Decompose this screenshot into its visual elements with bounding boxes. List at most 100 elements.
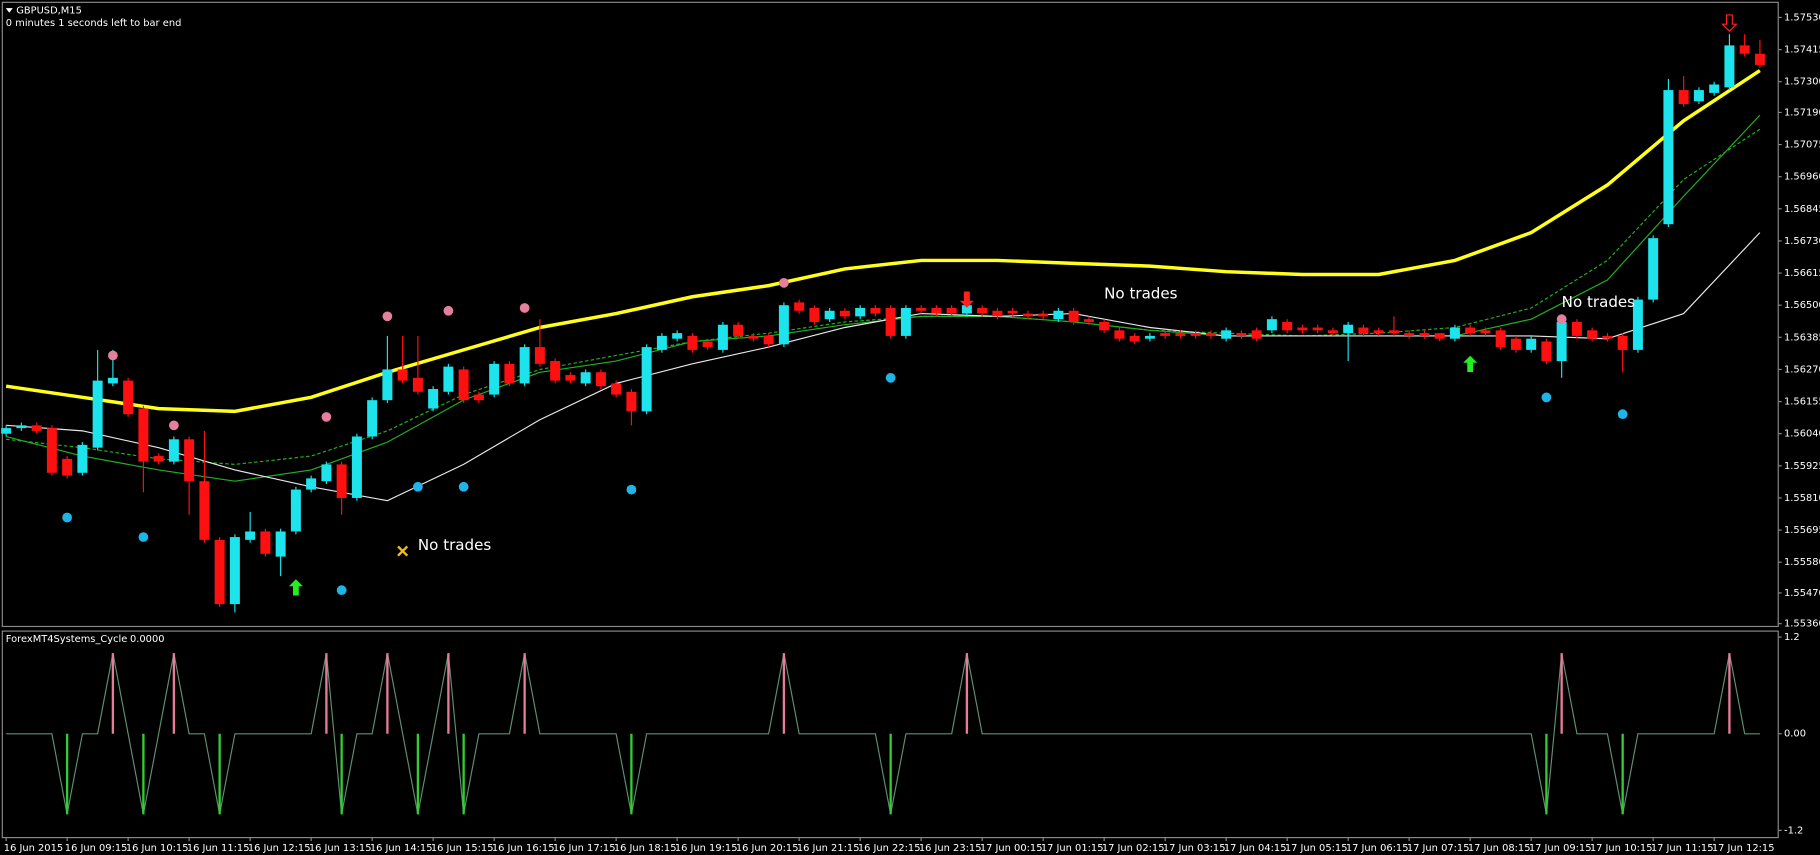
candle-body [824,310,835,320]
x-tick-label: 16 Jun 22:15 [858,843,921,854]
x-tick-label: 17 Jun 03:15 [1163,843,1226,854]
candle-body [1038,313,1049,317]
y-tick-label: 1.56500 [1784,300,1820,311]
x-tick-label: 16 Jun 15:15 [431,843,494,854]
candle-body [992,310,1003,317]
candle-body [1388,330,1399,334]
candle-body [733,324,744,336]
candle-body [1083,319,1094,322]
candle-body [809,307,820,322]
x-tick-label: 16 Jun 16:15 [492,843,555,854]
candle-body [1099,321,1110,331]
candle-body [367,400,378,437]
signal-dot [62,512,73,523]
candle-body [1053,310,1064,320]
candle-body [168,439,179,462]
x-tick-label: 16 Jun 23:15 [919,843,982,854]
signal-dot [169,420,179,431]
x-tick-label: 17 Jun 02:15 [1102,843,1165,854]
y-tick-label: 1.56960 [1784,172,1820,183]
candle-body [46,428,57,473]
candle-body [977,307,988,314]
candle-body [1434,333,1445,339]
x-tick-label: 16 Jun 2015 [4,843,63,854]
x-tick-label: 17 Jun 10:15 [1590,843,1653,854]
y-tick-label: 1.56270 [1784,364,1820,375]
candle-body [107,377,118,384]
candle-body [1160,333,1171,336]
candle-body [412,377,423,392]
candle-body [1571,321,1582,336]
y-tick-label: 1.55470 [1784,588,1820,599]
candle-body [1114,330,1125,339]
x-tick-label: 16 Jun 09:15 [65,843,128,854]
candle-body [1221,330,1232,339]
cycle-line [6,653,1760,815]
candle-body [229,537,240,605]
x-tick-label: 17 Jun 04:15 [1224,843,1287,854]
x-tick-label: 16 Jun 19:15 [675,843,738,854]
signal-dot [626,484,637,495]
symbol-menu-icon[interactable] [5,8,13,13]
candle-body [473,394,484,401]
candle-body [717,324,728,350]
candle-body [1251,330,1262,339]
candle-body [275,531,286,557]
y-tick-label: 1.56040 [1784,429,1820,440]
candle-body [519,347,530,384]
candle-body [1205,333,1216,336]
candle-body [748,335,759,339]
candle-body [961,305,972,314]
candle-body [855,307,866,317]
candle-body [1709,84,1720,93]
x-tick-label: 16 Jun 14:15 [370,843,433,854]
candle-body [1,428,12,434]
candle-body [1327,330,1338,334]
candle-body [641,347,652,412]
candle-body [1617,335,1628,350]
signal-dot [779,277,789,288]
candle-body [1144,335,1155,339]
y-tick-label: 1.2 [1784,632,1800,643]
candle-body [611,383,622,395]
signal-dot [382,311,393,322]
candle-body [123,380,134,415]
candle-body [534,347,545,364]
candle-body [321,464,332,482]
y-tick-label: 1.57300 [1784,77,1820,88]
candle-body [199,481,210,540]
x-tick-label: 17 Jun 07:15 [1407,843,1470,854]
x-tick-label: 17 Jun 06:15 [1346,843,1409,854]
candle-body [1510,338,1521,350]
candle-body [656,335,667,350]
candle-body [260,531,271,554]
y-tick-label: 1.57075 [1784,140,1820,151]
symbol-title: GBPUSD,M15 [16,5,82,16]
candle-body [1648,238,1659,300]
candle-body [62,458,73,476]
x-tick-label: 17 Jun 01:15 [1041,843,1104,854]
candle-body [1404,333,1415,336]
candle-body [1739,45,1750,54]
candle-body [77,444,88,473]
candle-body [1465,327,1476,334]
x-tick-label: 16 Jun 20:15 [736,843,799,854]
candle-body [1358,327,1369,334]
candle-body [702,341,713,348]
buy-arrow [288,579,303,596]
candle-body [351,436,362,498]
y-tick-label: 1.56730 [1784,236,1820,247]
candle-body [138,408,149,462]
candle-body [1602,335,1613,339]
candle-body [626,391,637,412]
candle-body [946,307,957,314]
candle-body [153,456,164,462]
candle-body [1266,319,1277,331]
candle-body [1343,324,1354,334]
candle-body [1236,333,1247,336]
x-tick-label: 16 Jun 12:15 [248,843,311,854]
candle-body [1526,338,1537,350]
candle-body [672,333,683,339]
y-tick-label: -1.2 [1784,825,1803,836]
y-tick-label: 1.57190 [1784,107,1820,118]
